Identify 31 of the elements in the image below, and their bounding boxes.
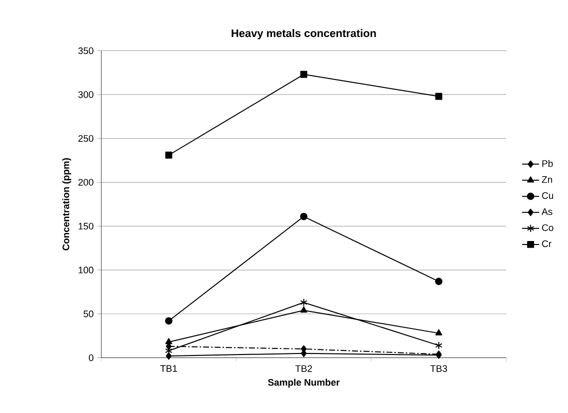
x-tick-label: TB2	[295, 365, 312, 372]
legend-label: Cr	[542, 240, 552, 248]
chart-title: Heavy metals concentration	[232, 29, 376, 40]
y-axis-title: Concentration (ppm)	[62, 158, 72, 250]
legend-label: Cu	[542, 192, 554, 199]
point	[165, 317, 172, 325]
y-tick-label: 0	[88, 354, 94, 362]
y-tick-label: 350	[78, 47, 94, 54]
point	[435, 278, 442, 286]
y-tick-label: 250	[78, 135, 94, 142]
point	[165, 152, 172, 159]
y-tick-label: 50	[84, 310, 94, 318]
x-tick-label: TB1	[160, 365, 177, 372]
point	[435, 92, 442, 100]
x-tick-label: TB3	[430, 365, 448, 372]
legend-label: As	[542, 208, 552, 215]
point	[300, 306, 308, 313]
legend-label: Co	[542, 224, 554, 232]
legend-label: Pb	[542, 160, 553, 167]
y-tick-label: 100	[78, 266, 94, 274]
y-tick-label: 300	[78, 91, 94, 98]
y-tick-label: 150	[78, 222, 94, 230]
y-tick-label: 200	[78, 178, 94, 186]
point	[435, 341, 442, 350]
point	[300, 298, 308, 307]
point	[300, 70, 308, 78]
point	[300, 212, 308, 220]
legend-label: Zn	[542, 176, 552, 183]
x-axis-title: Sample Number	[268, 378, 340, 388]
point	[435, 329, 442, 336]
point	[166, 352, 172, 360]
